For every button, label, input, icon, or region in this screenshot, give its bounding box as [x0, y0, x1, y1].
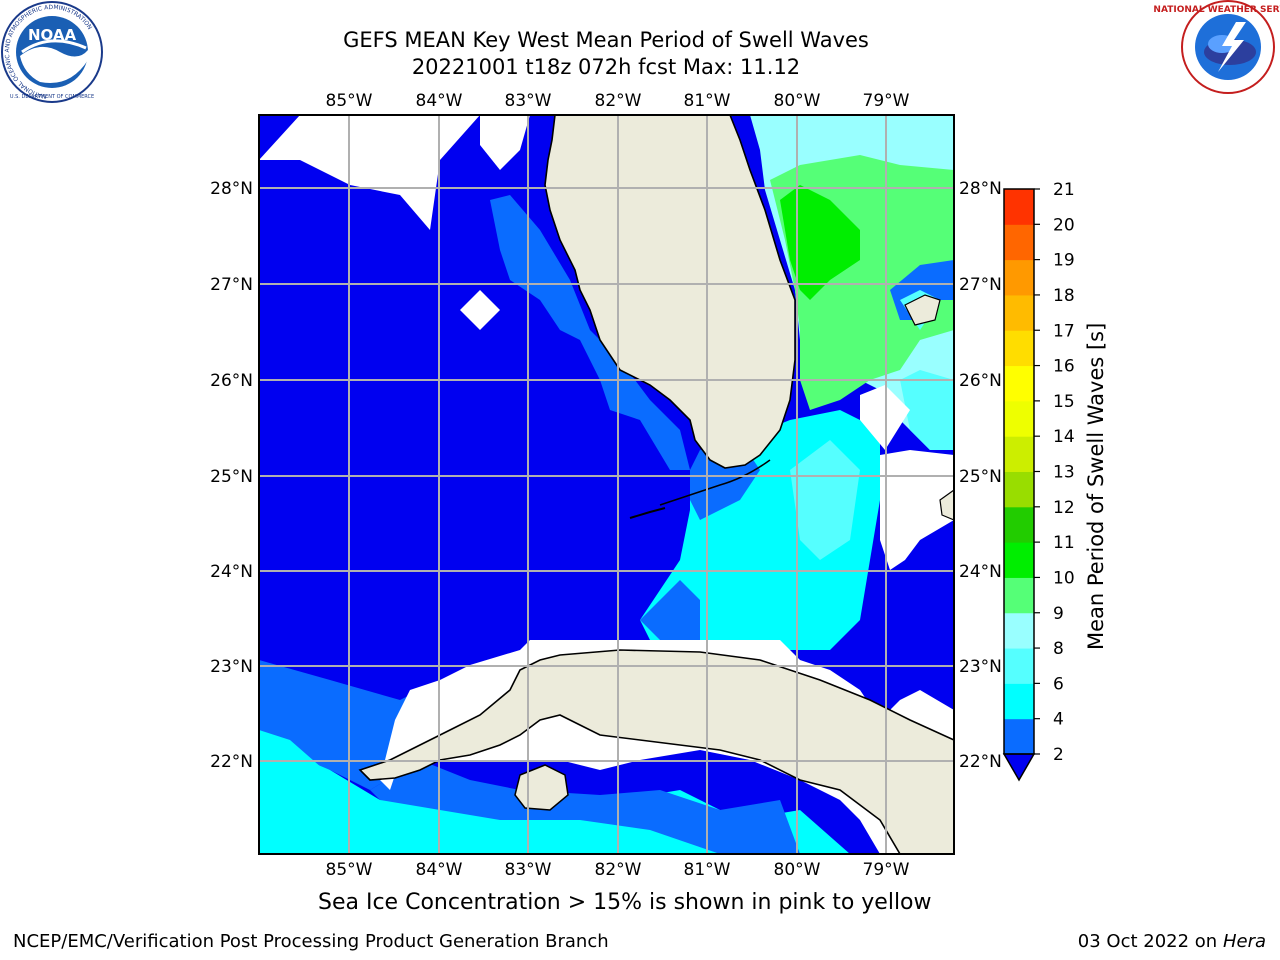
- colorbar-tick-label: 4: [1053, 710, 1064, 730]
- colorbar-tick-label: 10: [1053, 568, 1075, 588]
- lon-label: 82°W: [595, 91, 642, 111]
- cuba-landmass: [358, 649, 954, 854]
- lat-label: 28°N: [959, 179, 1002, 199]
- map-panel: [259, 115, 954, 854]
- lat-label: 22°N: [210, 752, 253, 772]
- lat-label: 26°N: [210, 371, 253, 391]
- footer-machine: Hera: [1222, 931, 1266, 952]
- lon-label: 80°W: [774, 91, 821, 111]
- colorbar-tick-label: 20: [1053, 215, 1075, 235]
- colorbar-tick-label: 6: [1053, 674, 1064, 694]
- lat-label: 25°N: [959, 467, 1002, 487]
- colorbar-tick-label: 17: [1053, 321, 1075, 341]
- colorbar-segment: [1004, 436, 1034, 472]
- colorbar-segment: [1004, 683, 1034, 720]
- lon-label: 80°W: [774, 860, 821, 880]
- colorbar-segment: [1004, 506, 1034, 543]
- colorbar-segment: [1004, 294, 1034, 331]
- nws-logo: NATIONAL WEATHER SERVICE: [1153, 0, 1280, 94]
- contour-2-west-coast: [490, 195, 690, 470]
- contour-10-atlantic: [780, 185, 860, 300]
- lat-label: 23°N: [959, 657, 1002, 677]
- florida-keys: [659, 459, 771, 506]
- lon-label: 79°W: [863, 860, 910, 880]
- colorbar-segment: [1004, 718, 1034, 755]
- colorbar-segment: [1004, 648, 1034, 684]
- colorbar-segment: [1004, 224, 1034, 261]
- lon-label: 84°W: [416, 91, 463, 111]
- lat-label: 27°N: [959, 275, 1002, 295]
- lat-label: 25°N: [210, 467, 253, 487]
- colorbar-tick-label: 9: [1053, 604, 1064, 624]
- colorbar: 2 4 6 8 9 10 11 12 13 14 15 16 17 18 19 20 21: [1002, 180, 1075, 782]
- lon-label: 85°W: [326, 91, 373, 111]
- lat-label: 24°N: [959, 562, 1002, 582]
- lon-labels-bottom: 85°W 84°W 83°W 82°W 81°W 80°W 79°W: [326, 860, 910, 880]
- lon-labels-top: 85°W 84°W 83°W 82°W 81°W 80°W 79°W: [326, 91, 910, 111]
- noaa-logo: NOAA NATIONAL OCEANIC AND ATMOSPHERIC AD…: [1, 1, 103, 103]
- colorbar-tick-label: 11: [1053, 533, 1075, 553]
- colorbar-segment: [1004, 365, 1034, 402]
- lon-label: 82°W: [595, 860, 642, 880]
- lon-label: 81°W: [684, 860, 731, 880]
- lon-label: 85°W: [326, 860, 373, 880]
- colorbar-tick-label: 21: [1053, 180, 1075, 200]
- lat-label: 26°N: [959, 371, 1002, 391]
- lat-label: 22°N: [959, 752, 1002, 772]
- colorbar-tick-label: 15: [1053, 392, 1075, 412]
- sea-ice-note: Sea Ice Concentration > 15% is shown in …: [318, 890, 932, 915]
- colorbar-tick-label: 12: [1053, 498, 1075, 518]
- footer-date: 03 Oct 2022 on Hera: [1078, 931, 1266, 952]
- footer-credit: NCEP/EMC/Verification Post Processing Pr…: [13, 931, 609, 952]
- lon-label: 81°W: [684, 91, 731, 111]
- lat-labels-right: 28°N 27°N 26°N 25°N 24°N 23°N 22°N: [959, 179, 1002, 772]
- map-frame: [258, 114, 955, 855]
- colorbar-tick-label: 2: [1053, 745, 1064, 765]
- lon-label: 84°W: [416, 860, 463, 880]
- colorbar-tick-label: 8: [1053, 639, 1064, 659]
- colorbar-segment: [1004, 542, 1034, 578]
- lon-label: 79°W: [863, 91, 910, 111]
- colorbar-segment: [1004, 330, 1034, 367]
- lat-label: 28°N: [210, 179, 253, 199]
- map-gridlines: [259, 115, 954, 854]
- colorbar-tick-label: 19: [1053, 251, 1075, 271]
- colorbar-segment: [1004, 400, 1034, 437]
- lat-label: 23°N: [210, 657, 253, 677]
- colorbar-tick-label: 13: [1053, 463, 1075, 483]
- lat-label: 27°N: [210, 275, 253, 295]
- contour-6-straits: [790, 440, 860, 560]
- nws-ring-text: NATIONAL WEATHER SERVICE: [1153, 5, 1280, 15]
- colorbar-segment: [1004, 189, 1034, 225]
- lat-labels-left: 28°N 27°N 26°N 25°N 24°N 23°N 22°N: [210, 179, 253, 772]
- footer-date-text: 03 Oct 2022 on: [1077, 931, 1223, 952]
- colorbar-title: Mean Period of Swell Waves [s]: [1084, 322, 1108, 650]
- colorbar-extend-min: [1002, 753, 1036, 782]
- lon-label: 83°W: [505, 860, 552, 880]
- noaa-logo-text: NOAA: [28, 26, 77, 44]
- chart-subtitle: 20221001 t18z 072h fcst Max: 11.12: [411, 55, 801, 79]
- colorbar-tick-label: 16: [1053, 357, 1075, 377]
- missing-area-north: [259, 115, 480, 230]
- colorbar-segment: [1004, 471, 1034, 508]
- colorbar-segment: [1004, 577, 1034, 614]
- colorbar-tick-label: 18: [1053, 286, 1075, 306]
- colorbar-tick-label: 14: [1053, 427, 1075, 447]
- colorbar-segment: [1004, 259, 1034, 296]
- lat-label: 24°N: [210, 562, 253, 582]
- missing-area-gulf: [460, 290, 500, 330]
- noaa-ring-bottom: U.S. DEPARTMENT OF COMMERCE: [10, 94, 94, 100]
- chart-title: GEFS MEAN Key West Mean Period of Swell …: [343, 28, 869, 52]
- colorbar-segment: [1004, 612, 1034, 649]
- lon-label: 83°W: [505, 91, 552, 111]
